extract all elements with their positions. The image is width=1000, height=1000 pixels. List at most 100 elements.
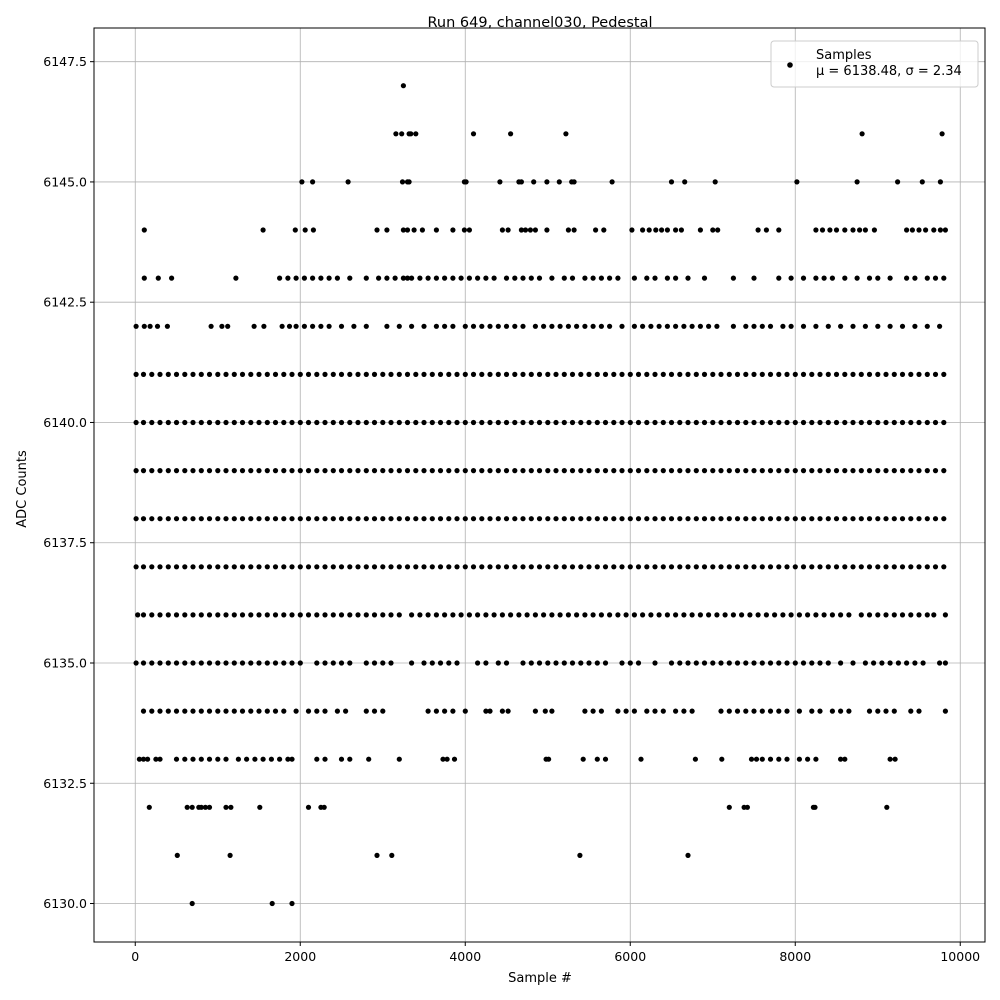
- data-point: [149, 371, 155, 377]
- data-point: [615, 708, 621, 714]
- data-point: [553, 516, 559, 522]
- data-point: [850, 371, 856, 377]
- data-point: [871, 660, 877, 666]
- data-point: [561, 371, 567, 377]
- data-point: [685, 516, 691, 522]
- data-point: [701, 468, 708, 474]
- data-point: [289, 371, 295, 377]
- data-point: [685, 419, 691, 426]
- data-point: [281, 419, 287, 426]
- data-point: [833, 227, 840, 233]
- data-point: [653, 227, 659, 233]
- data-point: [133, 468, 139, 474]
- data-point: [635, 516, 642, 522]
- data-point: [512, 419, 518, 426]
- data-point: [883, 371, 889, 377]
- data-point: [330, 516, 336, 522]
- data-point: [578, 564, 584, 570]
- data-point: [586, 419, 592, 426]
- data-point: [520, 323, 526, 329]
- data-point: [285, 756, 291, 762]
- data-point: [399, 179, 406, 185]
- data-point: [421, 516, 427, 522]
- legend: Samples μ = 6138.48, σ = 2.34: [770, 40, 979, 88]
- data-point: [483, 612, 489, 618]
- data-point: [931, 227, 937, 233]
- data-point: [297, 660, 303, 666]
- data-point: [338, 564, 345, 570]
- data-point: [937, 660, 943, 666]
- data-point: [813, 612, 819, 618]
- data-point: [409, 612, 415, 618]
- data-point: [326, 275, 332, 281]
- data-point: [619, 419, 625, 426]
- data-point: [404, 419, 411, 426]
- data-point: [347, 564, 353, 570]
- x-tick-label: 0: [131, 949, 139, 964]
- data-point: [380, 660, 386, 666]
- data-point: [817, 371, 823, 377]
- data-point: [817, 564, 823, 570]
- data-point: [718, 564, 724, 570]
- data-point: [454, 516, 460, 522]
- data-point: [165, 708, 171, 714]
- data-point: [202, 804, 208, 810]
- data-point: [495, 323, 501, 329]
- x-axis-ticks: 0 2000 4000 6000 8000 10000: [131, 942, 980, 964]
- data-point: [796, 708, 803, 714]
- data-point: [182, 708, 188, 714]
- data-point: [252, 756, 258, 762]
- data-point: [697, 323, 704, 329]
- data-point: [446, 419, 452, 426]
- data-point: [792, 660, 798, 666]
- data-point: [384, 227, 390, 233]
- data-point: [883, 564, 889, 570]
- data-point: [363, 516, 369, 522]
- data-point: [305, 612, 312, 618]
- data-point: [190, 756, 196, 762]
- data-point: [413, 564, 419, 570]
- data-point: [512, 516, 518, 522]
- data-point: [384, 275, 390, 281]
- data-point: [942, 708, 949, 714]
- data-point: [546, 756, 552, 762]
- data-point: [527, 227, 534, 233]
- data-point: [206, 708, 213, 714]
- data-point: [924, 419, 930, 426]
- data-point: [388, 516, 394, 522]
- data-point: [503, 516, 510, 522]
- data-point: [528, 660, 534, 666]
- data-point: [895, 179, 901, 185]
- data-point: [858, 516, 864, 522]
- data-point: [619, 564, 625, 570]
- data-point: [931, 612, 937, 618]
- data-point: [590, 323, 596, 329]
- data-point: [846, 612, 852, 618]
- data-point: [264, 468, 270, 474]
- data-point: [388, 564, 394, 570]
- data-point: [314, 564, 320, 570]
- data-point: [264, 564, 270, 570]
- data-point: [264, 612, 270, 618]
- data-point: [536, 419, 543, 426]
- data-point: [743, 564, 749, 570]
- data-point: [363, 419, 369, 426]
- data-point: [541, 612, 547, 618]
- data-point: [363, 468, 369, 474]
- data-point: [173, 516, 180, 522]
- data-point: [347, 468, 353, 474]
- data-point: [347, 371, 353, 377]
- data-point: [631, 275, 638, 281]
- data-point: [744, 804, 751, 810]
- data-point: [924, 323, 930, 329]
- data-point: [268, 756, 274, 762]
- data-point: [462, 323, 468, 329]
- data-point: [685, 275, 691, 281]
- data-point: [701, 660, 708, 666]
- data-point: [792, 371, 798, 377]
- data-point: [817, 516, 823, 522]
- data-point: [165, 516, 171, 522]
- data-point: [883, 419, 889, 426]
- data-point: [190, 564, 196, 570]
- data-point: [310, 275, 316, 281]
